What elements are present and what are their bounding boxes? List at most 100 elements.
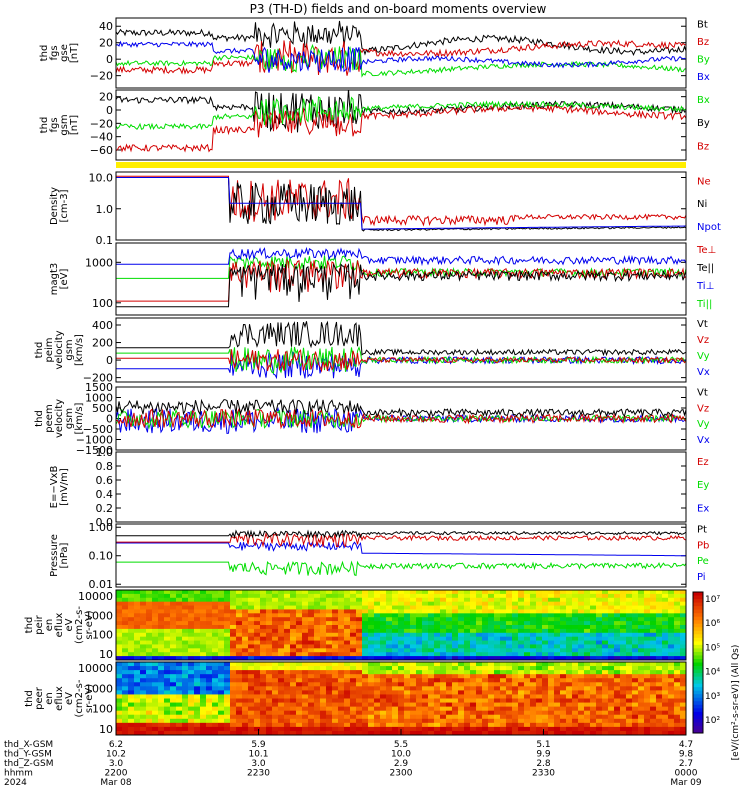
spec-cell xyxy=(416,662,423,667)
ytick-label: 0.4 xyxy=(96,488,114,501)
spec-cell xyxy=(302,710,309,716)
spec-cell xyxy=(662,656,669,661)
spec-cell xyxy=(212,714,219,720)
spec-cell xyxy=(626,678,633,683)
spec-cell xyxy=(554,718,561,724)
spec-cell xyxy=(200,678,207,683)
spec-cell xyxy=(662,609,669,614)
spec-cell xyxy=(146,674,153,679)
spec-cell xyxy=(272,613,279,618)
spec-cell xyxy=(428,605,435,610)
spec-cell xyxy=(524,625,531,630)
spec-cell xyxy=(290,593,297,599)
spec-cell xyxy=(608,636,615,642)
spec-cell xyxy=(368,617,375,622)
spec-cell xyxy=(446,597,453,603)
spec-cell xyxy=(614,601,621,607)
spec-cell xyxy=(554,702,561,708)
spec-cell xyxy=(656,625,663,630)
spec-cell xyxy=(452,625,459,630)
spec-cell xyxy=(524,670,531,675)
spec-cell xyxy=(542,648,549,653)
spec-cell xyxy=(542,636,549,642)
spec-cell xyxy=(596,710,603,716)
spec-cell xyxy=(260,628,267,634)
spec-cell xyxy=(122,590,129,595)
spec-cell xyxy=(158,644,165,649)
spec-cell xyxy=(368,690,375,695)
spec-cell xyxy=(404,601,411,607)
ytick-label: 1000 xyxy=(85,609,113,622)
spec-cell xyxy=(464,718,471,724)
spec-cell xyxy=(140,590,147,595)
spec-cell xyxy=(182,640,189,645)
spec-cell xyxy=(410,706,417,712)
spec-cell xyxy=(182,726,189,732)
spec-cell xyxy=(392,690,399,695)
colorbar-cell xyxy=(693,630,703,635)
spec-cell xyxy=(560,726,567,732)
ytick-label: 100 xyxy=(92,703,113,716)
spec-cell xyxy=(572,593,579,599)
spec-cell xyxy=(128,640,135,645)
spec-cell xyxy=(176,674,183,679)
colorbar-cell xyxy=(693,729,703,734)
spec-cell xyxy=(572,625,579,630)
spec-cell xyxy=(458,686,465,691)
spec-cell xyxy=(140,617,147,622)
spec-cell xyxy=(176,597,183,603)
spec-cell xyxy=(590,706,597,712)
spec-cell xyxy=(320,590,327,595)
spec-cell xyxy=(290,636,297,642)
spec-cell xyxy=(560,590,567,595)
spec-cell xyxy=(656,698,663,704)
spec-cell xyxy=(212,597,219,603)
spec-cell xyxy=(470,686,477,691)
spec-cell xyxy=(578,613,585,618)
spec-cell xyxy=(290,644,297,649)
spec-cell xyxy=(506,678,513,683)
spec-cell xyxy=(236,706,243,712)
spec-cell xyxy=(284,698,291,704)
spec-cell xyxy=(560,609,567,614)
spec-cell xyxy=(428,686,435,691)
spec-cell xyxy=(350,698,357,704)
spec-cell xyxy=(302,730,309,736)
spec-cell xyxy=(380,662,387,667)
spec-cell xyxy=(356,628,363,634)
spec-cell xyxy=(626,730,633,736)
spec-cell xyxy=(356,605,363,610)
spec-cell xyxy=(338,644,345,649)
spec-cell xyxy=(266,706,273,712)
spec-cell xyxy=(422,640,429,645)
spec-cell xyxy=(230,609,237,614)
spec-cell xyxy=(422,702,429,708)
spec-cell xyxy=(434,593,441,599)
spec-cell xyxy=(338,652,345,657)
spec-cell xyxy=(302,617,309,622)
spec-cell xyxy=(356,609,363,614)
spec-cell xyxy=(182,698,189,704)
spec-cell xyxy=(128,625,135,630)
spec-cell xyxy=(680,617,687,622)
spec-cell xyxy=(344,590,351,595)
spec-cell xyxy=(308,698,315,704)
spec-cell xyxy=(638,648,645,653)
spec-cell xyxy=(650,722,657,728)
spec-cell xyxy=(122,694,129,699)
spec-cell xyxy=(314,722,321,728)
colorbar-tick-1: 10⁶ xyxy=(705,619,720,629)
spec-cell xyxy=(392,682,399,687)
spec-cell xyxy=(158,670,165,675)
spec-cell xyxy=(284,714,291,720)
spec-cell xyxy=(296,698,303,704)
spec-cell xyxy=(404,636,411,642)
spec-cell xyxy=(164,644,171,649)
spec-cell xyxy=(344,644,351,649)
spec-cell xyxy=(212,694,219,699)
spec-cell xyxy=(206,640,213,645)
spec-cell xyxy=(506,694,513,699)
spec-cell xyxy=(626,605,633,610)
spec-cell xyxy=(518,590,525,595)
spec-cell xyxy=(290,702,297,708)
